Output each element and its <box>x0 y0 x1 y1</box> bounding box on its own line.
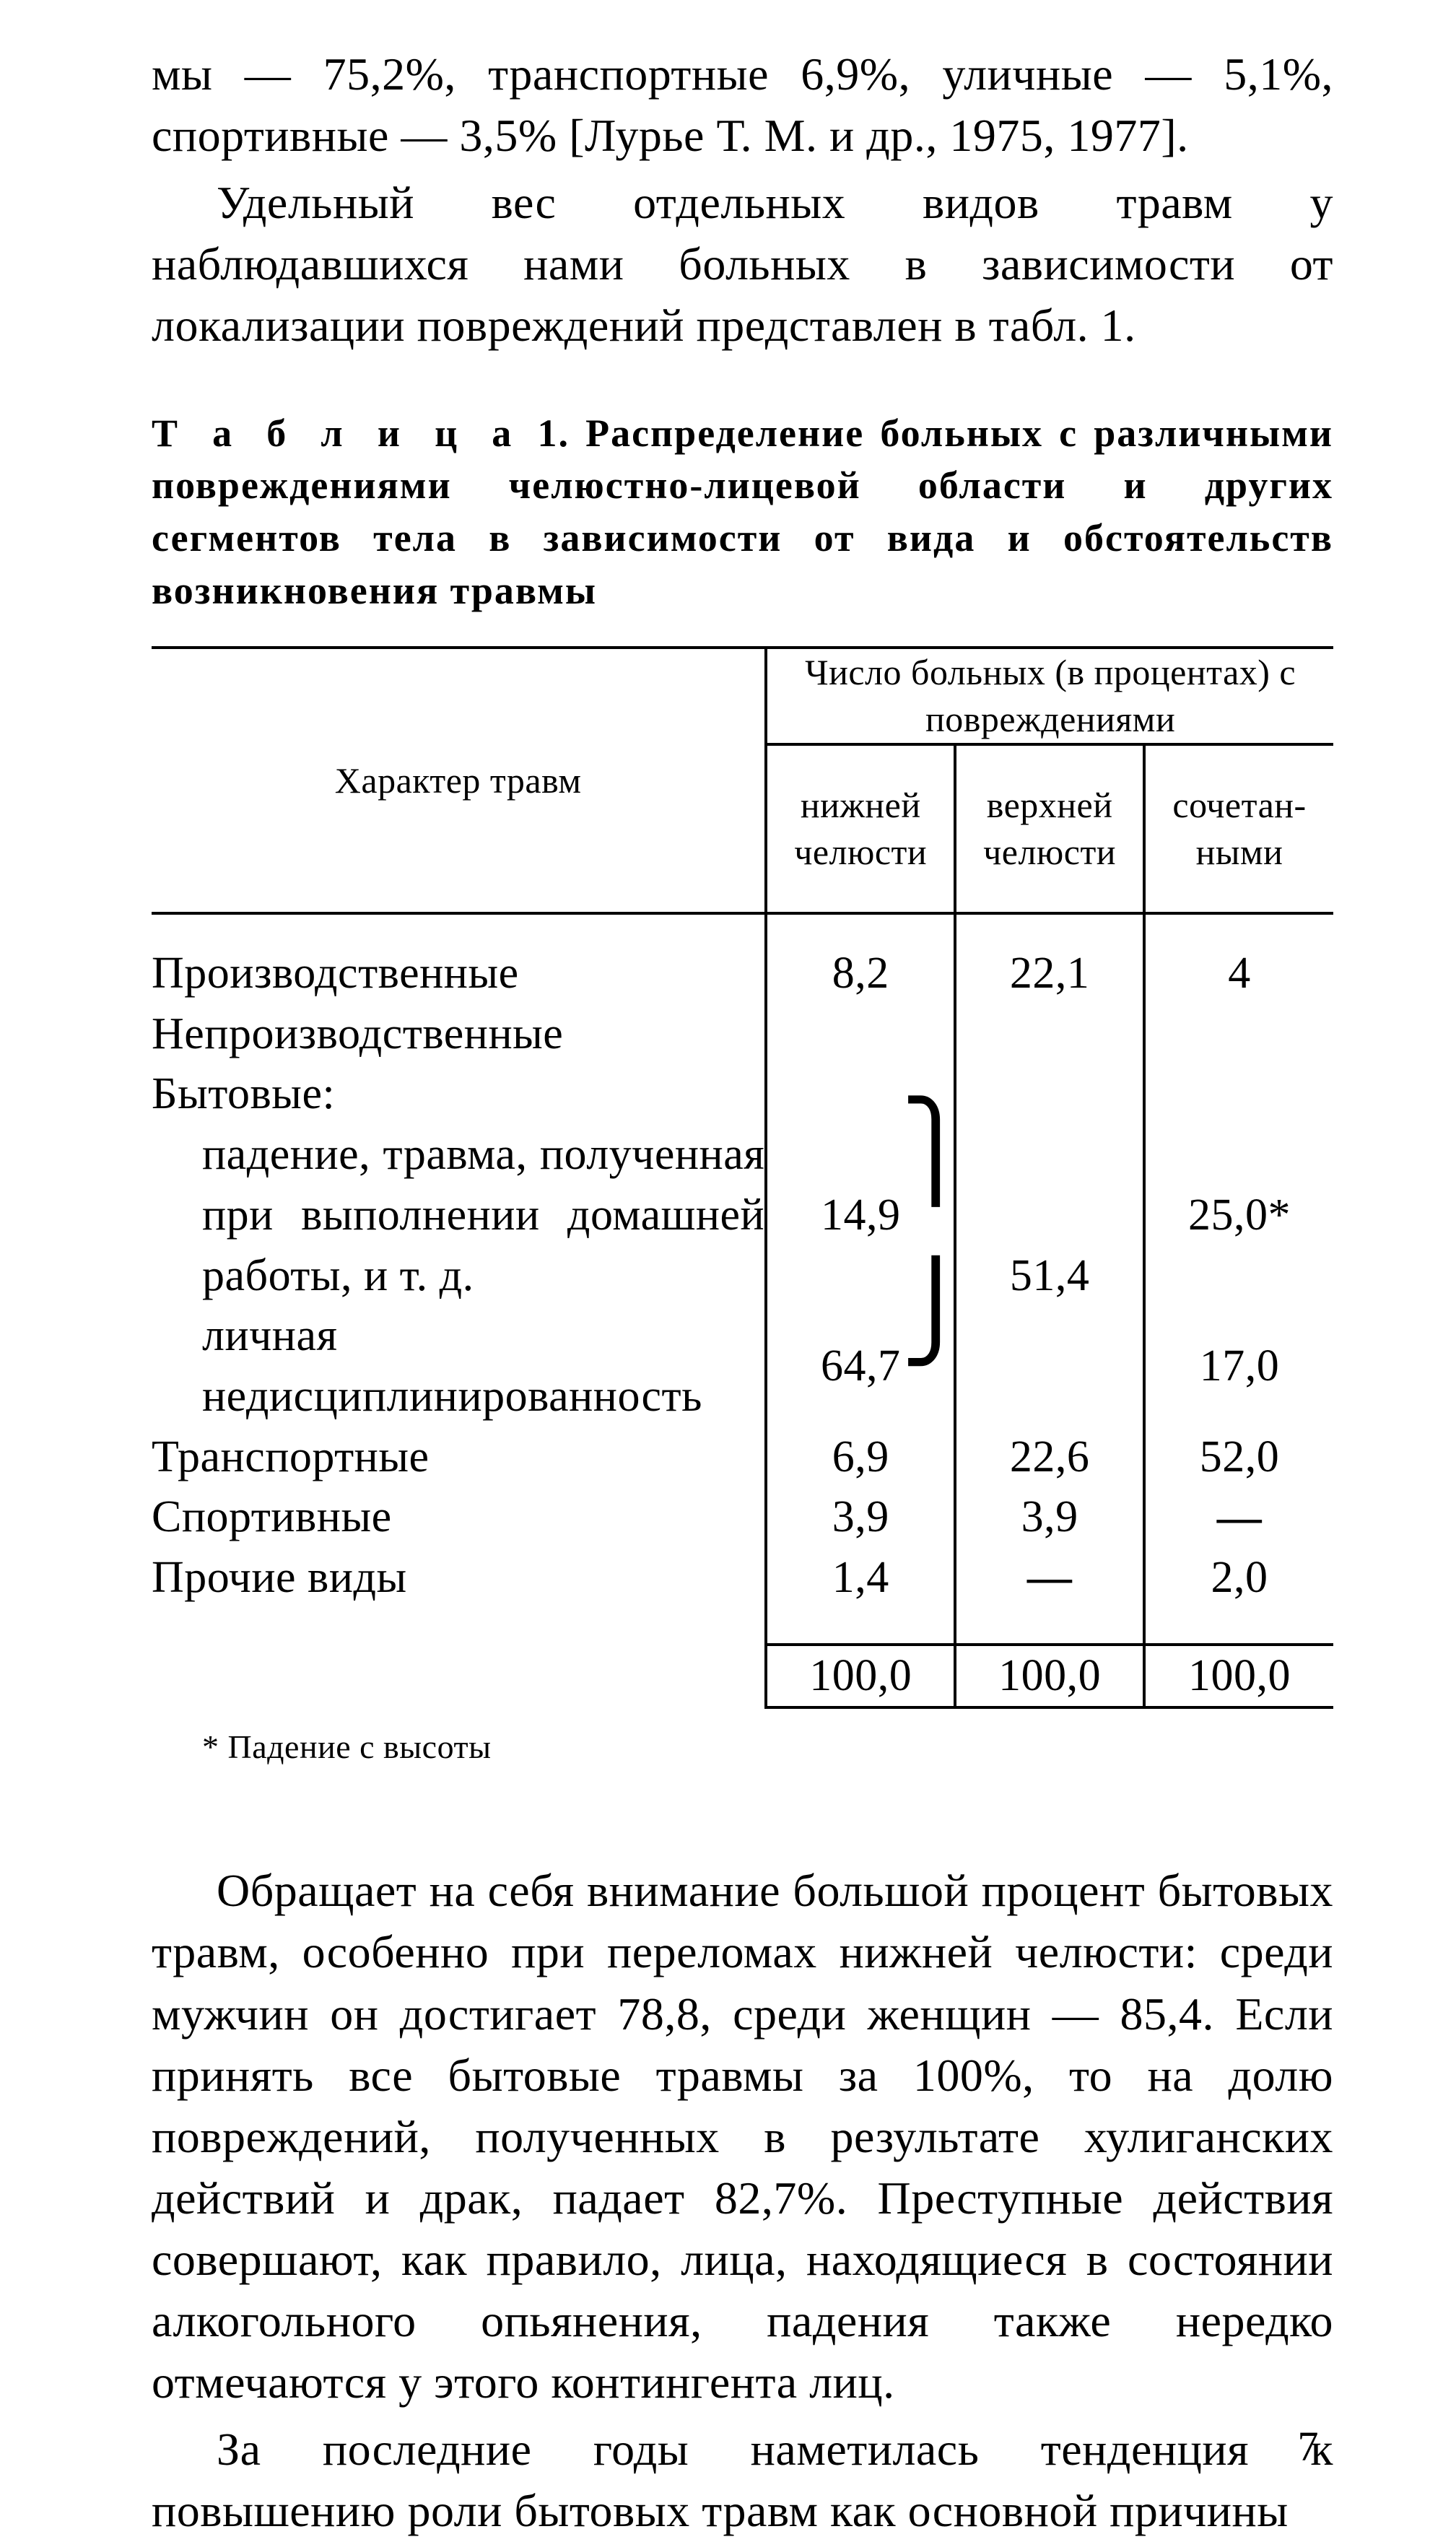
table-row: Прочие виды 1,4 — 2,0 <box>152 1548 1333 1609</box>
cell: 22,1 <box>955 944 1144 1004</box>
cell: 1,4 <box>766 1548 955 1609</box>
total-cell: 100,0 <box>1144 1645 1333 1708</box>
row-label: Производственные <box>152 944 766 1004</box>
th-sub1: нижней челюсти <box>766 744 955 913</box>
th-sub3: сочетан- ными <box>1144 744 1333 913</box>
cell: 3,9 <box>955 1487 1144 1548</box>
table-row: падение, травма, полученная при выполнен… <box>152 1125 1333 1306</box>
cell: 2,0 <box>1144 1548 1333 1609</box>
cell: 52,0 <box>1144 1427 1333 1488</box>
paragraph-3: Обращает на себя внимание большой процен… <box>152 1860 1333 2413</box>
table-row: личная недисциплинированность 64,7⎭ 17,0 <box>152 1306 1333 1427</box>
page: мы — 75,2%, транспортные 6,9%, уличные —… <box>0 0 1456 2521</box>
table-totals: 100,0 100,0 100,0 <box>152 1645 1333 1708</box>
table-footnote: * Падение с высоты <box>152 1728 1333 1766</box>
row-label: Прочие виды <box>152 1548 766 1609</box>
table-1: Характер травм Число больных (в процента… <box>152 646 1333 1709</box>
table-caption: Т а б л и ц а 1. Распределение больных с… <box>152 407 1333 618</box>
cell: 25,0* <box>1144 1125 1333 1306</box>
cell: 51,4 <box>955 1125 1144 1427</box>
cell: 17,0 <box>1144 1306 1333 1427</box>
row-label: Транспортные <box>152 1427 766 1488</box>
th-character: Характер травм <box>152 648 766 913</box>
cell <box>1144 1064 1333 1125</box>
cell: 6,9 <box>766 1427 955 1488</box>
row-label: личная недисциплинированность <box>152 1306 766 1427</box>
cell <box>955 1064 1144 1125</box>
caption-lead: Т а б л и ц а <box>152 412 521 455</box>
row-label: Непроизводственные <box>152 1004 766 1065</box>
cell: — <box>955 1548 1144 1609</box>
cell: 22,6 <box>955 1427 1144 1488</box>
total-cell: 100,0 <box>766 1645 955 1708</box>
table-row: Транспортные 6,9 22,6 52,0 <box>152 1427 1333 1488</box>
table-row: Спортивные 3,9 3,9 — <box>152 1487 1333 1548</box>
cell: 8,2 <box>766 944 955 1004</box>
cell <box>955 1004 1144 1065</box>
row-label: Спортивные <box>152 1487 766 1548</box>
row-label: Бытовые: <box>152 1064 766 1125</box>
cell: 64,7⎭ <box>766 1306 955 1427</box>
paragraph-2: Удельный вес отдельных видов травм у наб… <box>152 172 1333 356</box>
caption-number: 1. <box>537 412 570 455</box>
paragraph-1: мы — 75,2%, транспортные 6,9%, уличные —… <box>152 43 1333 166</box>
cell: 4 <box>1144 944 1333 1004</box>
th-group: Число больных (в процентах) с повреждени… <box>766 648 1333 744</box>
table-row: Производственные 8,2 22,1 4 <box>152 944 1333 1004</box>
row-label: падение, травма, полученная при выполнен… <box>152 1125 766 1306</box>
brace-icon: ⎭ <box>900 1266 971 1359</box>
cell: — <box>1144 1487 1333 1548</box>
paragraph-4: За последние годы наметилась тенденция к… <box>152 2419 1333 2541</box>
cell: 3,9 <box>766 1487 955 1548</box>
th-sub2: верхней челюсти <box>955 744 1144 913</box>
brace-icon: ⎫ <box>900 1105 971 1198</box>
cell <box>766 1004 955 1065</box>
page-number: 7 <box>1298 2422 1320 2471</box>
total-cell: 100,0 <box>955 1645 1144 1708</box>
table-row: Бытовые: <box>152 1064 1333 1125</box>
cell <box>1144 1004 1333 1065</box>
table-row: Непроизводственные <box>152 1004 1333 1065</box>
